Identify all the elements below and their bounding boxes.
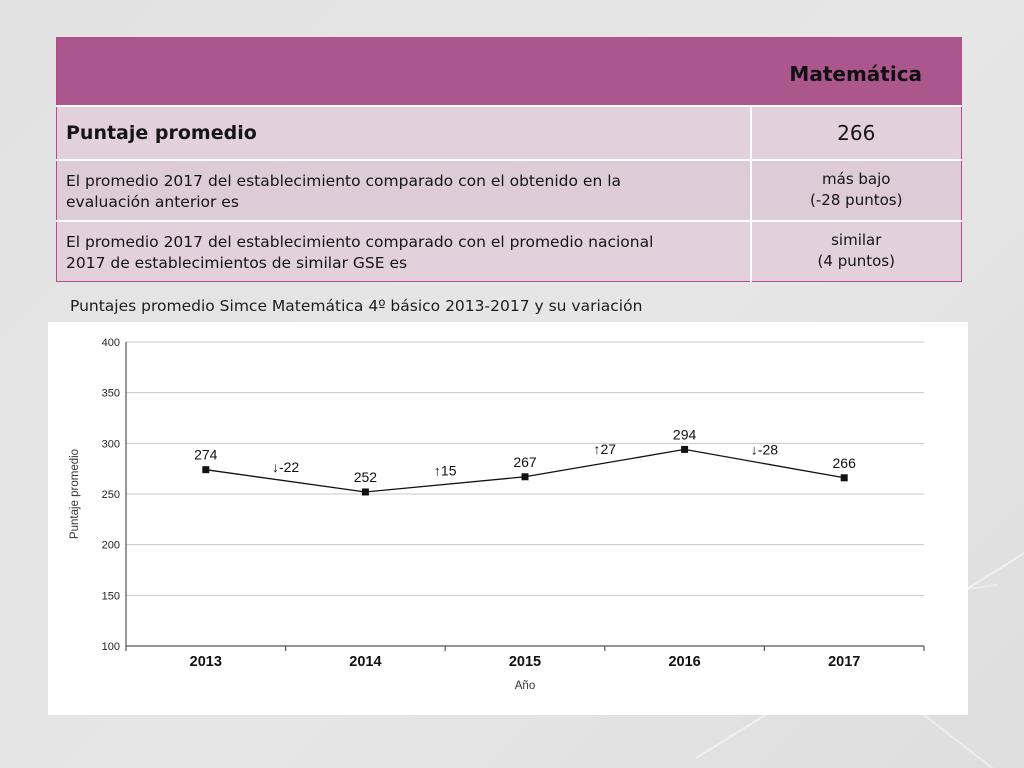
row-value-line: más bajo <box>822 170 891 189</box>
row-label-line: Puntaje promedio <box>66 121 257 144</box>
row-value: 266 <box>750 104 962 161</box>
chart-panel: 100 150 200 250 300 350 400 2013 2014 2015 2016 201… <box>48 322 968 715</box>
row-value-line: similar <box>831 231 882 250</box>
data-point <box>521 473 529 481</box>
y-tick-label: 100 <box>102 641 120 653</box>
variation-label: ↓-28 <box>751 442 778 458</box>
y-tick-label: 350 <box>102 388 120 400</box>
x-tick-label: 2014 <box>349 654 381 670</box>
x-tick-label: 2015 <box>509 654 541 670</box>
row-value-line: (-28 puntos) <box>810 191 903 210</box>
row-label: El promedio 2017 del establecimiento com… <box>56 159 752 221</box>
data-label: 267 <box>513 454 537 470</box>
data-point <box>202 466 210 474</box>
row-label: Puntaje promedio <box>56 104 752 161</box>
table-row: Puntaje promedio 266 <box>56 104 962 161</box>
variation-label: ↓-22 <box>272 459 299 475</box>
table-row: El promedio 2017 del establecimiento com… <box>56 219 962 282</box>
table-header-row: Matemática <box>56 37 962 106</box>
x-axis-title: Año <box>515 680 535 692</box>
y-tick-label: 250 <box>102 489 120 501</box>
y-axis-title: Puntaje promedio <box>69 449 81 539</box>
row-value: más bajo (-28 puntos) <box>750 159 962 221</box>
table-header-empty <box>56 37 751 106</box>
row-value-line: (4 puntos) <box>817 252 895 271</box>
row-label-line: evaluación anterior es <box>66 192 239 211</box>
data-label: 294 <box>673 426 697 442</box>
row-label-line: El promedio 2017 del establecimiento com… <box>66 171 621 190</box>
data-label: 252 <box>354 469 378 485</box>
chart-caption: Puntajes promedio Simce Matemática 4º bá… <box>70 297 643 315</box>
subject-header: Matemática <box>750 37 962 106</box>
table-row: El promedio 2017 del establecimiento com… <box>56 159 962 221</box>
variation-label: ↑27 <box>594 441 617 457</box>
row-label-line: El promedio 2017 del establecimiento com… <box>66 232 654 251</box>
row-value-line: 266 <box>837 120 876 145</box>
data-point <box>361 488 369 496</box>
y-tick-label: 200 <box>102 540 120 552</box>
data-point <box>681 445 689 453</box>
y-tick-label: 300 <box>102 438 120 450</box>
x-tick-label: 2017 <box>828 654 860 670</box>
y-tick-label: 150 <box>102 590 120 602</box>
y-tick-label: 400 <box>102 337 120 349</box>
variation-label: ↑15 <box>434 462 457 478</box>
x-tick-label: 2013 <box>190 654 222 670</box>
row-label: El promedio 2017 del establecimiento com… <box>56 219 752 282</box>
data-point <box>840 474 848 482</box>
summary-table: Matemática Puntaje promedio 266 El prome… <box>56 37 962 282</box>
line-chart: 100 150 200 250 300 350 400 2013 2014 2015 2016 201… <box>69 337 925 692</box>
row-label-line: 2017 de establecimientos de similar GSE … <box>66 253 408 272</box>
row-value: similar (4 puntos) <box>750 219 962 282</box>
data-label: 274 <box>194 447 218 463</box>
x-tick-label: 2016 <box>668 654 700 670</box>
data-label: 266 <box>833 455 857 471</box>
